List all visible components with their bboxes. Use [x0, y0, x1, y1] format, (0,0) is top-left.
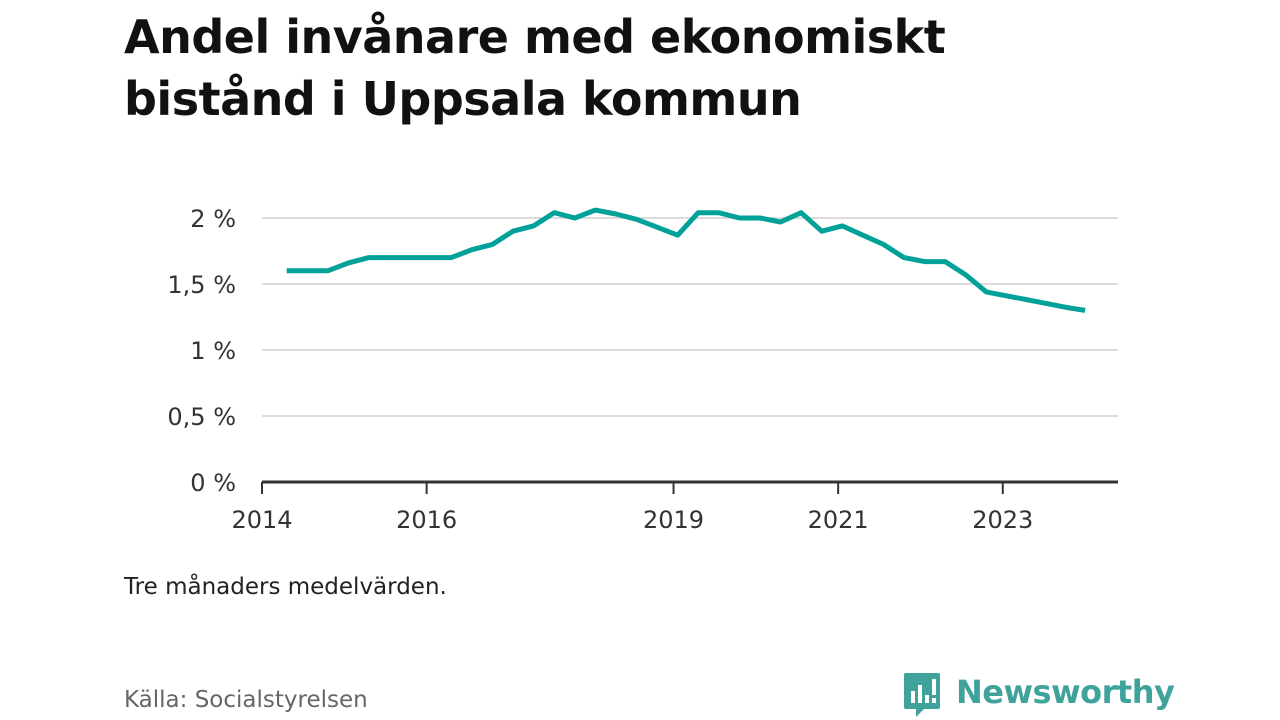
x-axis: [261, 480, 1118, 494]
x-axis-labels: 2014 2016 2019 2021 2023: [231, 506, 1033, 534]
chart-title: Andel invånare med ekonomiskt bistånd i …: [124, 10, 946, 126]
x-tick-label: 2023: [972, 506, 1033, 534]
y-tick-label: 1,5 %: [167, 271, 236, 299]
x-tick-label: 2019: [643, 506, 704, 534]
newsworthy-logo: Newsworthy: [902, 670, 1175, 720]
x-tick-label: 2016: [396, 506, 457, 534]
gridlines: [262, 217, 1118, 417]
chart-note: Tre månaders medelvärden.: [124, 574, 447, 600]
y-tick-label: 2 %: [190, 205, 236, 233]
y-tick-label: 1 %: [190, 337, 236, 365]
series-layer: [286, 207, 1086, 313]
y-tick-label: 0,5 %: [167, 403, 236, 431]
x-tick-label: 2021: [808, 506, 869, 534]
x-tick-label: 2014: [231, 506, 292, 534]
newsworthy-logo-icon: [904, 673, 940, 717]
series-line: [286, 207, 1086, 313]
brand-name: Newsworthy: [956, 673, 1175, 711]
y-axis-labels: 0 % 0,5 % 1 % 1,5 % 2 %: [167, 205, 236, 497]
y-tick-label: 0 %: [190, 469, 236, 497]
source-text: Källa: Socialstyrelsen: [124, 687, 368, 713]
